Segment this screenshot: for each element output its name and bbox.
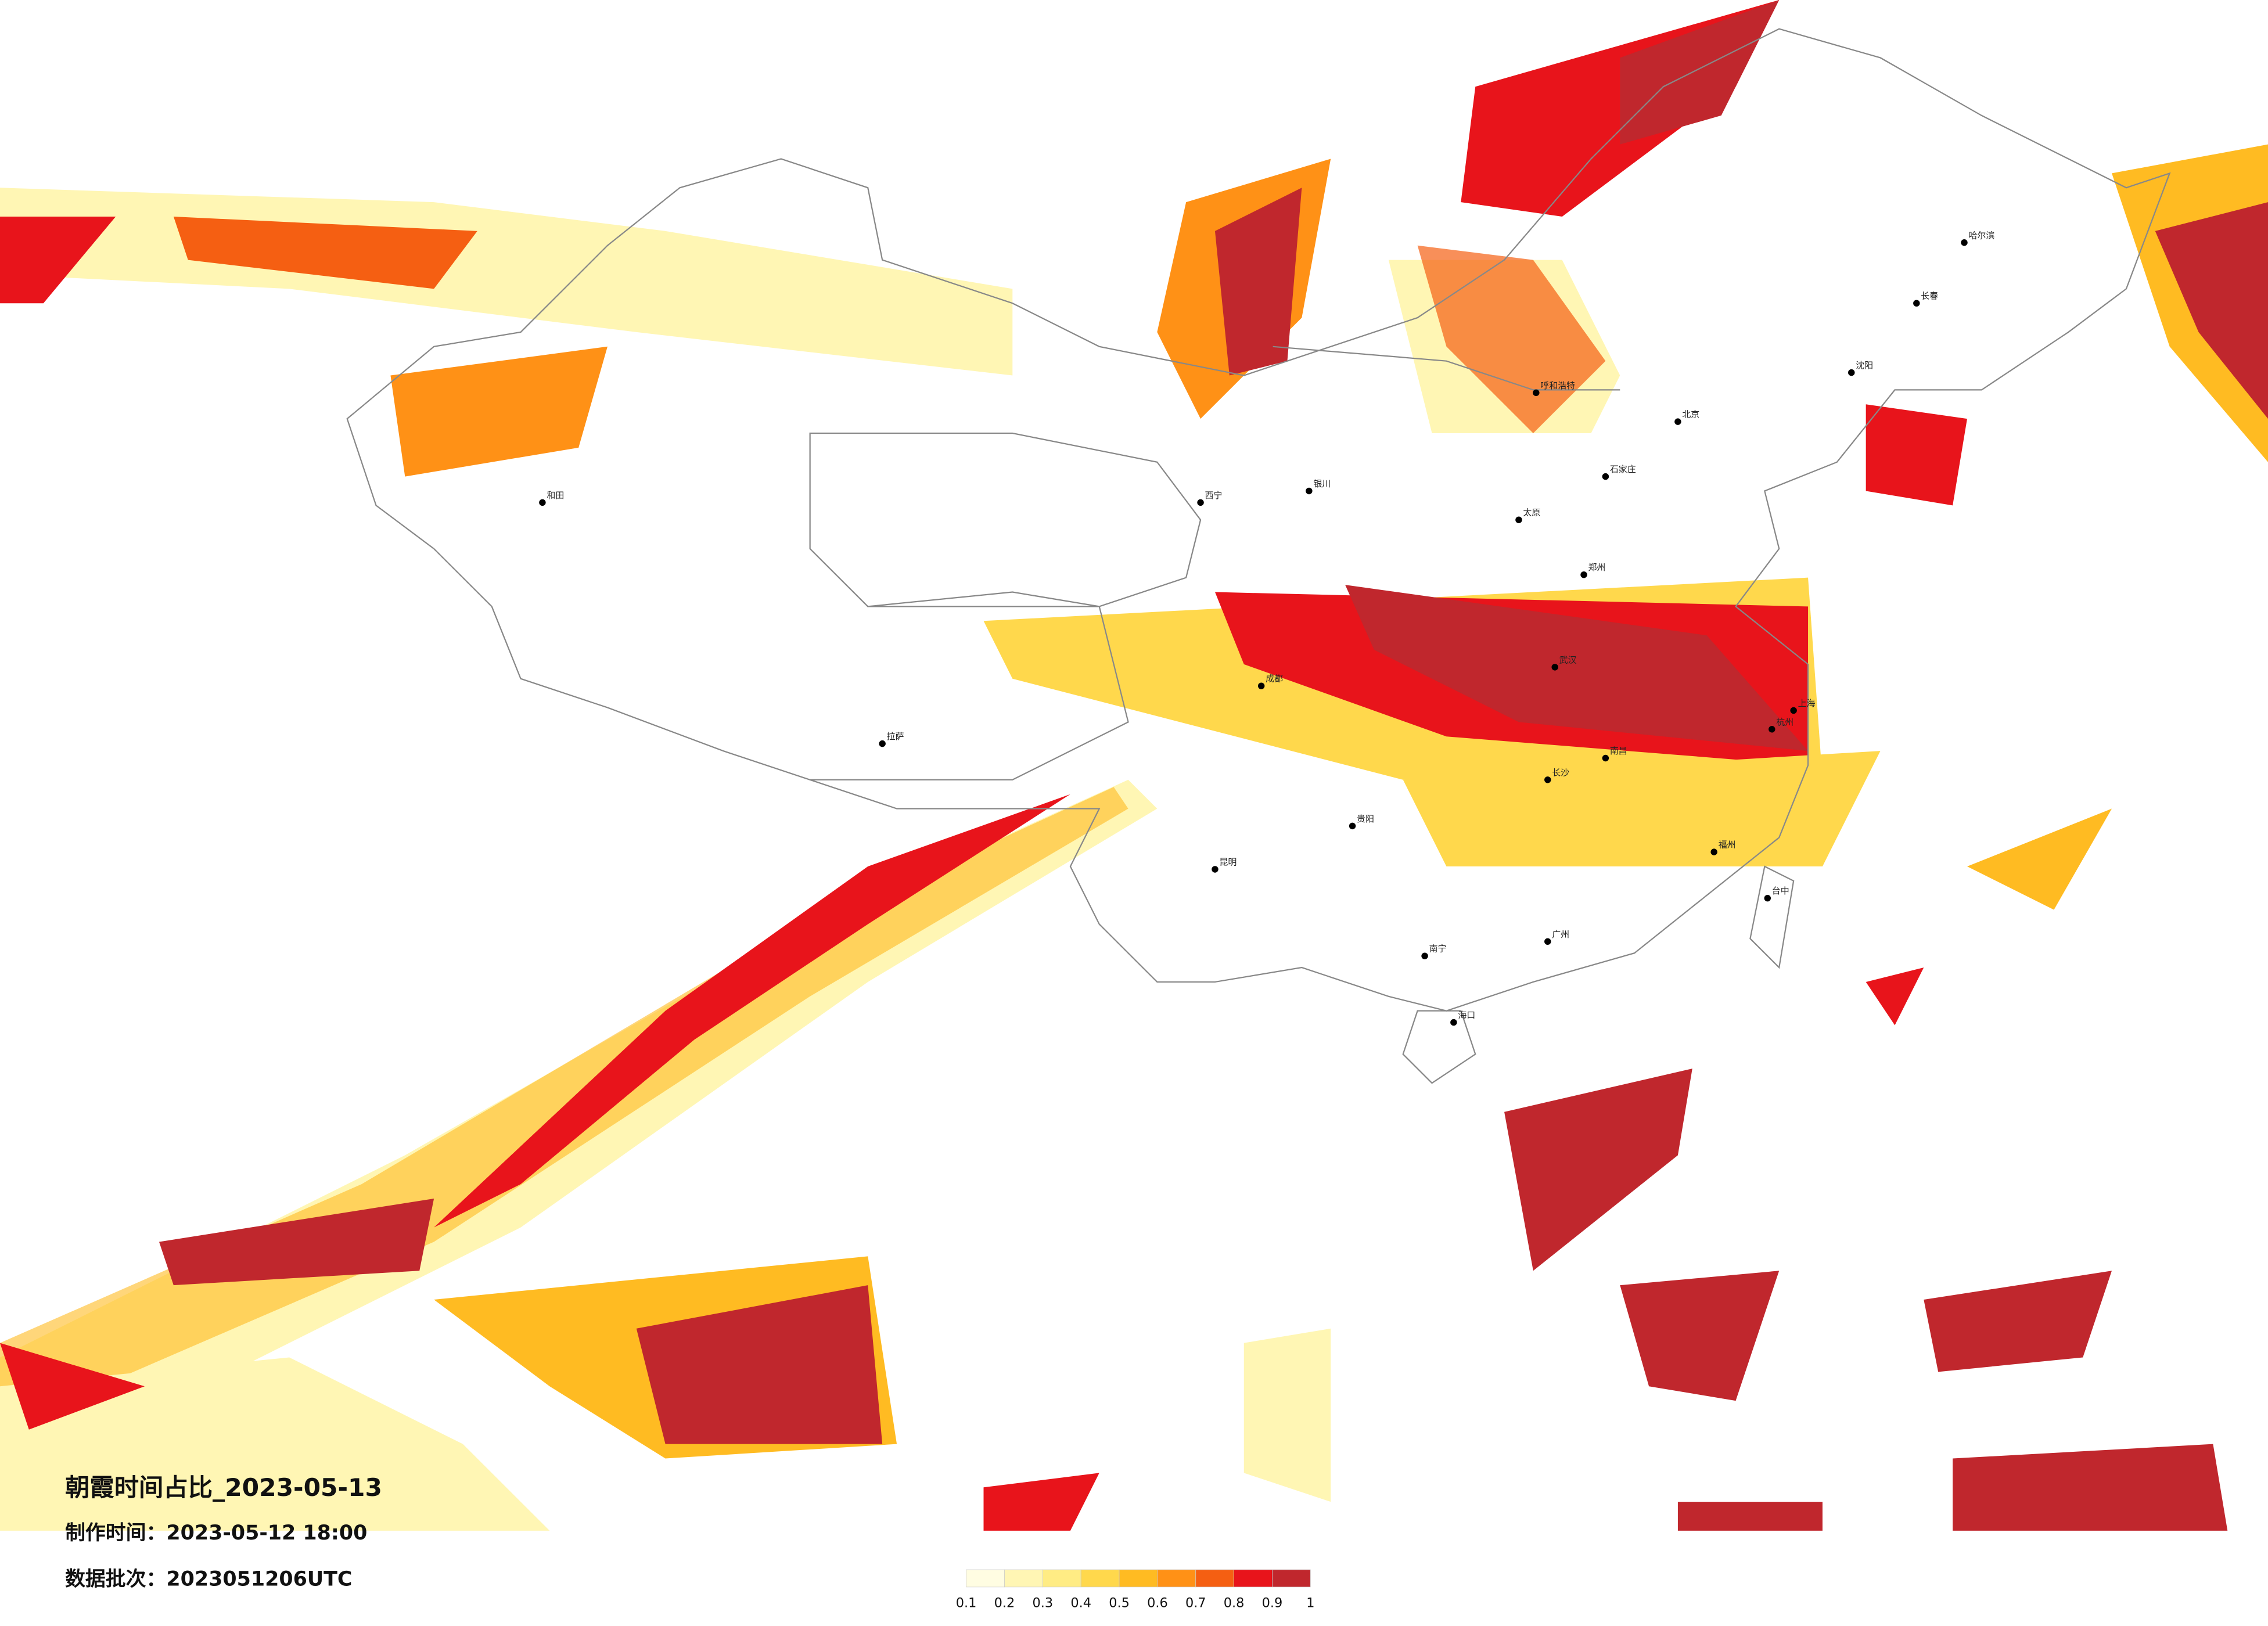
city-label: 拉萨 <box>887 731 904 742</box>
title: 朝霞时间占比_2023-05-13 <box>65 1473 382 1502</box>
colorbar-tick-label: 1 <box>1306 1596 1314 1611</box>
colorbar-tick-label: 0.3 <box>1033 1596 1054 1611</box>
colorbar-box <box>966 1569 1005 1588</box>
colorbar-tick-label: 0.2 <box>994 1596 1015 1611</box>
city-label: 西宁 <box>1205 490 1223 501</box>
city-dot <box>1961 239 1968 246</box>
colorbar-tick-label: 0.6 <box>1147 1596 1168 1611</box>
city-dot <box>1674 418 1681 425</box>
city-dot <box>1421 952 1428 959</box>
city-label: 长春 <box>1921 291 1938 301</box>
city-label: 太原 <box>1523 508 1540 518</box>
city-label: 贵阳 <box>1357 814 1374 824</box>
colorbar-box <box>1004 1569 1043 1588</box>
colorbar-tick-label: 0.4 <box>1070 1596 1091 1611</box>
colorbar-box <box>1080 1569 1120 1588</box>
colorbar-tick-label: 0.1 <box>956 1596 977 1611</box>
colorbar-box <box>1195 1569 1234 1588</box>
colorbar-tick-label: 0.5 <box>1109 1596 1130 1611</box>
city-label: 武汉 <box>1559 654 1577 665</box>
city-dot <box>1349 822 1356 830</box>
colorbar-box <box>1042 1569 1081 1588</box>
city-dot <box>1551 664 1558 671</box>
city-dot <box>539 499 546 506</box>
city-dot <box>1212 866 1219 873</box>
city-dot <box>879 740 886 747</box>
city-label: 哈尔滨 <box>1968 230 1994 240</box>
colorbar: 0.1 0.2 0.3 0.4 0.5 0.6 0.7 0.8 0.9 1 <box>956 1569 1314 1611</box>
city-dot <box>1306 487 1313 495</box>
city-label: 广州 <box>1552 929 1569 940</box>
city-dot <box>1450 1019 1457 1026</box>
colorbar-box <box>1272 1569 1311 1588</box>
colorbar-box <box>1157 1569 1196 1588</box>
cloud-field <box>0 0 2268 1531</box>
city-dot <box>1533 389 1540 397</box>
city-label: 昆明 <box>1219 857 1237 868</box>
city-label: 杭州 <box>1776 717 1793 727</box>
city-dot <box>1790 707 1797 714</box>
city-label: 银川 <box>1313 479 1331 489</box>
city-label: 南昌 <box>1610 746 1627 756</box>
city-dot <box>1848 369 1855 376</box>
city-label: 沈阳 <box>1856 360 1873 370</box>
city-label: 长沙 <box>1552 767 1569 778</box>
city-dot <box>1197 499 1204 506</box>
city-dot <box>1769 726 1775 733</box>
city-label: 南宁 <box>1429 944 1447 954</box>
city-label: 上海 <box>1798 698 1816 708</box>
city-label: 呼和浩特 <box>1540 380 1575 391</box>
city-dot <box>1764 894 1771 902</box>
data-batch: 数据批次：2023051206UTC <box>65 1567 352 1591</box>
colorbar-tick-label: 0.8 <box>1224 1596 1245 1611</box>
city-label: 福州 <box>1719 840 1736 850</box>
city-dot <box>1913 300 1920 307</box>
borders <box>346 28 2171 1084</box>
city-dot <box>1710 848 1717 855</box>
colorbar-box <box>1234 1569 1273 1588</box>
city-dot <box>1544 776 1551 783</box>
city-label: 石家庄 <box>1610 464 1636 474</box>
city-label: 北京 <box>1682 409 1699 420</box>
city-label: 郑州 <box>1588 562 1605 573</box>
city-dot <box>1602 473 1609 480</box>
colorbar-box <box>1119 1569 1158 1588</box>
city-dot <box>1580 571 1587 578</box>
city-label: 成都 <box>1266 674 1283 684</box>
city-dot <box>1544 938 1551 945</box>
city-dot <box>1602 754 1609 762</box>
made-time: 制作时间：2023-05-12 18:00 <box>65 1521 367 1545</box>
city-label: 台中 <box>1772 886 1789 896</box>
colorbar-tick-label: 0.9 <box>1262 1596 1283 1611</box>
colorbar-tick-label: 0.7 <box>1185 1596 1206 1611</box>
city-label: 和田 <box>547 490 564 501</box>
city-dot <box>1257 682 1265 689</box>
city-label: 海口 <box>1458 1010 1475 1020</box>
city-dot <box>1515 516 1522 523</box>
